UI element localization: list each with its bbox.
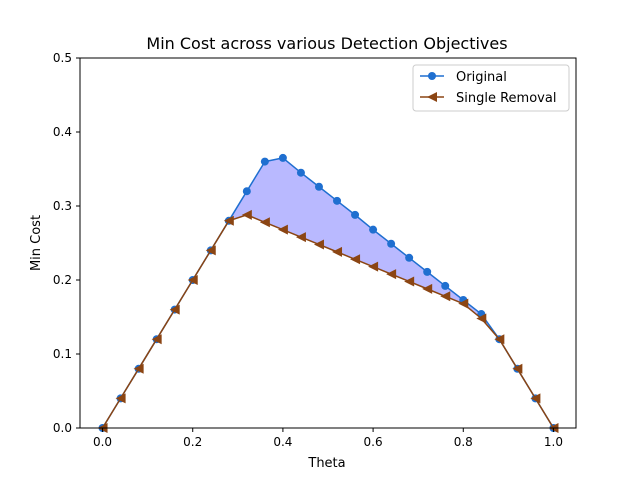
data-point-single-removal [169,304,180,315]
data-point-original [278,153,287,162]
legend-original-label: Original [456,70,507,85]
axes-layer: 0.0 0.2 0.4 0.6 0.8 1.0 0.0 0.1 0.2 0.3 0.4 0.5 [53,51,577,449]
data-point-single-removal [151,334,162,345]
data-point-single-removal [313,239,324,250]
data-point-single-removal [205,245,216,256]
series-line-single-removal [101,214,555,429]
data-point-original [369,225,378,234]
data-point-original [387,239,396,248]
data-point-single-removal [368,261,379,272]
data-point-single-removal [404,276,415,287]
data-point-original [333,196,342,205]
fill-between-layer [102,157,554,428]
y-tick-label: 0.0 [53,421,72,435]
y-tick-label: 0.5 [53,51,72,65]
legend-single-removal-label: Single Removal [456,91,556,106]
data-point-original [242,187,251,196]
x-tick-label: 0.0 [93,435,112,449]
data-point-single-removal [133,363,144,374]
y-tick-label: 0.4 [53,125,72,139]
data-point-single-removal [386,269,397,280]
x-tick-label: 1.0 [544,435,563,449]
data-point-single-removal [530,393,541,404]
data-point-single-removal [187,275,198,285]
data-point-single-removal [223,215,234,226]
data-point-single-removal [494,334,505,345]
data-point-original [314,182,323,191]
data-point-single-removal [422,283,433,294]
data-point-original [351,210,360,219]
data-point-single-removal [458,298,469,309]
plot-frame [79,57,577,429]
legend: Original Single Removal [412,64,570,112]
data-point-single-removal [476,313,487,324]
data-point-single-removal [241,209,252,220]
data-point-single-removal [115,393,126,404]
y-tick-label: 0.3 [53,199,72,213]
legend-original-marker [428,72,436,80]
fill-between-area [102,157,554,428]
x-tick-label: 0.2 [183,435,202,449]
data-point-single-removal [295,232,306,243]
y-axis-label: Min Cost [29,215,44,271]
data-point-single-removal [332,246,343,257]
legend-box [412,64,570,112]
data-point-original [405,253,414,262]
data-point-original [423,267,432,276]
data-point-single-removal [350,254,361,265]
legend-single-removal-marker [427,92,437,102]
data-point-single-removal [512,363,523,374]
data-point-single-removal [277,224,288,235]
x-tick-label: 0.6 [364,435,383,449]
data-point-single-removal [259,217,270,228]
y-tick-label: 0.2 [53,273,72,287]
y-tick-label: 0.1 [53,347,72,361]
chart-title: Min Cost across various Detection Object… [146,34,507,53]
data-point-original [260,157,269,166]
series-layer [97,153,559,433]
data-point-original [441,281,450,290]
data-point-single-removal [440,291,451,302]
x-tick-label: 0.8 [454,435,473,449]
x-axis-label: Theta [307,456,345,471]
data-point-original [296,168,305,177]
x-tick-label: 0.4 [273,435,292,449]
